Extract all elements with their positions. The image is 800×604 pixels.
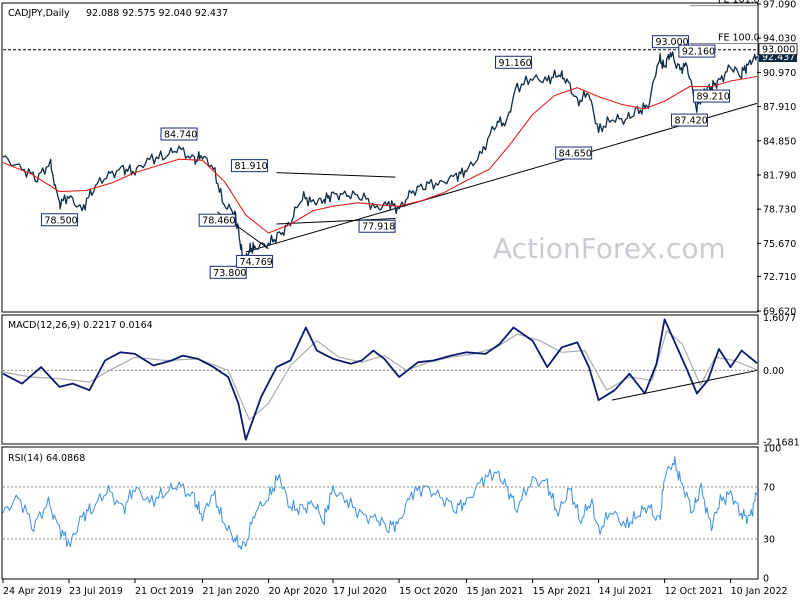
price-annotation-box [555,146,593,160]
last-price-marker [759,51,797,63]
rsi-title: RSI(14) 64.0868 [8,453,85,464]
support-trendline [245,102,758,253]
rsi-y-tick-label: 70 [763,483,775,494]
price-annotation: 77.918 [358,219,396,233]
price-annotation-label: 77.918 [362,222,395,233]
price-annotation-box [236,254,274,268]
fib-level-label: FE 100.0 [718,33,760,44]
x-tick-label: 15 Oct 2020 [399,586,458,597]
price-annotation-label: 84.650 [559,149,592,160]
chart-header-symbol: CADJPY,Daily [8,8,70,19]
level-marker [758,43,798,56]
chart-header-ohlc: 92.088 92.575 92.040 92.437 [86,8,228,19]
x-tick-label: 21 Jan 2020 [203,586,260,597]
x-tick-label: 15 Apr 2021 [533,586,592,597]
price-annotation-box [230,159,268,173]
price-annotation-box [678,44,716,58]
x-tick-label: 14 Jul 2021 [599,586,653,597]
price-annotation-label: 74.769 [240,257,273,268]
watermark: ActionForex.com [493,232,726,265]
x-tick-label: 15 Jan 2021 [467,586,524,597]
rsi-y-tick-label: 30 [763,535,775,546]
price-annotation-label: 87.420 [675,116,708,127]
price-annotation: 81.910 [230,159,268,173]
rsi-line [2,456,758,550]
last-price-label: 92.437 [762,52,795,63]
price-plot: FE 161.8 FE 100.0 84.740 78.500 78.460 81.910… [2,0,760,279]
price-pane-border [1,2,759,313]
price-y-tick-label: 72.710 [763,272,796,283]
price-annotation-box [358,219,396,233]
price-annotation-box [160,127,198,141]
price-annotation-label: 78.500 [44,215,77,226]
price-annotation: 89.210 [693,89,731,103]
price-annotation-label: 73.800 [213,268,246,279]
price-y-tick-label: 90.970 [763,68,796,79]
rsi-pane-border [1,446,759,580]
rsi-y-tick-label: 100 [763,444,781,455]
x-tick-label: 10 Jan 2022 [731,586,788,597]
price-y-tick-label: 94.030 [763,34,796,45]
macd-trendline [611,369,758,401]
price-y-tick-label: 78.730 [763,205,796,216]
price-annotation: 84.740 [160,127,198,141]
fib-level-label: FE 161.8 [718,0,760,6]
x-tick-label: 12 Oct 2021 [665,586,724,597]
x-tick-label: 24 Apr 2019 [3,586,62,597]
level-label: 93.000 [762,45,795,56]
macd-y-tick-label: -2.1681 [763,437,800,448]
price-annotation-box [209,265,247,279]
price-annotation-label: 91.160 [498,58,531,69]
x-tick-label: 23 Jul 2019 [69,586,123,597]
price-annotation: 87.420 [671,113,709,127]
price-annotation-box [494,55,532,69]
rsi-plot [2,456,758,550]
price-annotation-label: 93.000 [655,37,688,48]
price-annotation-box [40,213,78,227]
price-annotation: 84.650 [555,146,593,160]
macd-line [2,318,758,441]
price-annotation: 91.160 [494,55,532,69]
moving-average-line [2,75,758,234]
rsi-y-tick-label: 0 [763,574,769,585]
triangle-upper-line [276,172,396,178]
x-tick-label: 20 Apr 2020 [269,586,328,597]
price-y-tick-label: 81.790 [763,170,796,181]
macd-signal-line [2,330,758,421]
price-y-tick-label: 87.910 [763,102,796,113]
price-annotation-box [671,113,709,127]
x-tick-label: 21 Oct 2019 [135,586,194,597]
macd-title: MACD(12,26,9) 0.2217 0.0164 [8,320,153,331]
price-annotation-label: 78.460 [202,216,235,227]
price-annotation-label: 89.210 [697,92,730,103]
price-annotation-label: 84.740 [164,130,197,141]
x-tick-label: 17 Jul 2020 [333,586,387,597]
price-annotation-label: 92.160 [682,47,715,58]
price-annotation: 78.500 [40,213,78,227]
price-annotation-box [198,213,236,227]
price-series-line [2,51,758,268]
triangle-lower-line [276,217,396,225]
price-annotation: 92.160 [678,44,716,58]
price-annotation-label: 81.910 [234,161,267,172]
price-annotation: 73.800 [209,265,247,279]
macd-y-tick-label: 1.6077 [763,313,796,324]
price-annotation: 78.460 [198,213,236,227]
price-y-tick-label: 75.670 [763,239,796,250]
macd-plot [2,318,758,441]
price-y-tick-label: 69.620 [763,307,796,318]
price-y-tick-label: 84.850 [763,136,796,147]
price-y-tick-label: 97.090 [763,0,796,11]
price-annotation: 74.769 [236,254,274,268]
price-annotation-box [693,89,731,103]
macd-y-tick-label: 0.00 [763,366,784,377]
macd-pane-border [1,314,759,445]
